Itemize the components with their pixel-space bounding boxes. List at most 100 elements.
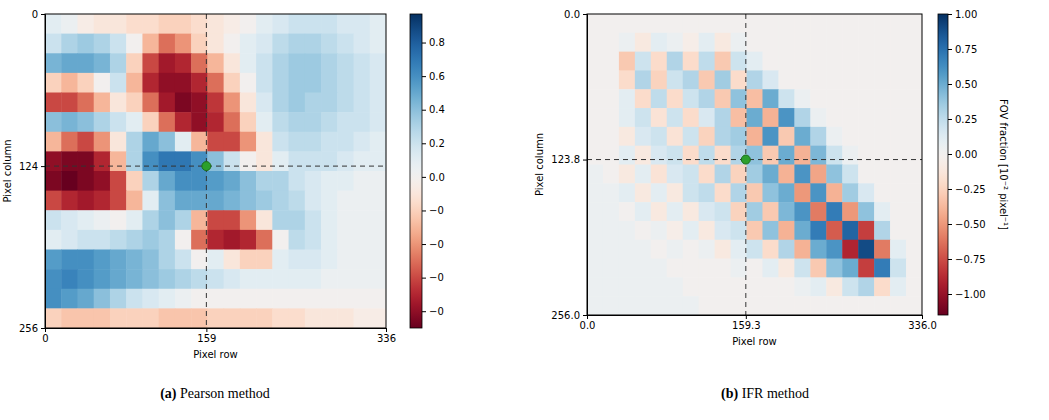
tick-label: 0.8 <box>429 37 445 48</box>
heatmap-cell <box>635 240 651 259</box>
heatmap-cell <box>224 34 241 54</box>
tick-label: 0.0 <box>429 172 445 183</box>
heatmap-cell <box>159 191 176 211</box>
heatmap-cell <box>77 73 94 93</box>
heatmap-cell <box>762 146 778 165</box>
heatmap-cell <box>747 183 763 202</box>
heatmap-cell <box>858 146 874 165</box>
heatmap-cell <box>619 277 635 296</box>
tick: 0.0 <box>580 315 596 331</box>
heatmap-cell <box>126 14 143 34</box>
colorbar-title: FOV fraction [10⁻² pixel⁻¹] <box>998 99 1009 230</box>
heatmap-cell <box>337 14 354 34</box>
x-axis-title: Pixel row <box>193 349 238 360</box>
tick-mark <box>422 143 426 144</box>
heatmap-cell <box>337 112 354 132</box>
heatmap-cell <box>699 14 715 33</box>
heatmap-cell <box>667 277 683 296</box>
heatmap-cell <box>747 202 763 221</box>
axis-line <box>949 15 953 316</box>
heatmap-cell <box>858 33 874 52</box>
heatmap-cell <box>224 289 241 309</box>
heatmap-cell <box>272 14 289 34</box>
heatmap-cell <box>747 108 763 127</box>
heatmap-cell <box>240 191 257 211</box>
heatmap-cell <box>651 240 667 259</box>
heatmap-cell <box>651 221 667 240</box>
heatmap-cell <box>256 171 273 191</box>
heatmap-cell <box>61 93 78 113</box>
heatmap-cell <box>635 202 651 221</box>
heatmap-cell <box>272 93 289 113</box>
heatmap-cell <box>354 151 371 171</box>
heatmap-cell <box>794 89 810 108</box>
heatmap-cell <box>747 259 763 278</box>
heatmap-cell <box>240 308 257 328</box>
heatmap-cell <box>890 259 906 278</box>
heatmap-cell <box>110 151 127 171</box>
heatmap-cell <box>762 165 778 184</box>
heatmap-cell <box>289 14 306 34</box>
tick-label: 0.6 <box>429 71 445 82</box>
heatmap-cell <box>683 296 699 315</box>
heatmap-cell <box>667 14 683 33</box>
tick: 0.2 <box>422 138 445 149</box>
heatmap-cell <box>731 277 747 296</box>
heatmap-cell <box>256 34 273 54</box>
heatmap-cell <box>94 112 111 132</box>
heatmap-cell <box>256 289 273 309</box>
heatmap-cell <box>337 93 354 113</box>
heatmap-cell <box>619 202 635 221</box>
heatmap-cell <box>240 269 257 289</box>
heatmap-cell <box>272 112 289 132</box>
heatmap-cell <box>906 296 922 315</box>
heatmap-cell <box>587 277 603 296</box>
tick-label: 159.3 <box>732 320 761 331</box>
heatmap-cell <box>603 221 619 240</box>
caption-letter: (b) <box>721 386 738 402</box>
heatmap-cell <box>354 210 371 230</box>
heatmap-cell <box>826 296 842 315</box>
heatmap-cell <box>207 191 224 211</box>
heatmap-cell <box>175 171 192 191</box>
heatmap-cell <box>110 210 127 230</box>
tick-label: 0.2 <box>429 138 445 149</box>
tick-mark <box>41 166 45 167</box>
heatmap-cell <box>110 171 127 191</box>
heatmap-cell <box>619 240 635 259</box>
heatmap-cell <box>890 221 906 240</box>
heatmap-cell <box>747 296 763 315</box>
heatmap-cell <box>906 33 922 52</box>
tick-label: 1.00 <box>955 9 977 20</box>
heatmap-cell <box>762 89 778 108</box>
heatmap-cell <box>747 89 763 108</box>
heatmap-cell <box>826 33 842 52</box>
heatmap-cell <box>826 14 842 33</box>
heatmap-cell <box>321 289 338 309</box>
heatmap-cell <box>826 183 842 202</box>
heatmap-cell <box>256 112 273 132</box>
center-marker <box>741 155 750 164</box>
heatmap-cell <box>321 132 338 152</box>
heatmap-cell <box>224 230 241 250</box>
heatmap-cell <box>826 89 842 108</box>
heatmap-cell <box>126 132 143 152</box>
heatmap-cell <box>45 132 62 152</box>
tick: 0.8 <box>422 37 445 48</box>
heatmap-cell <box>603 202 619 221</box>
heatmap-cell <box>715 127 731 146</box>
heatmap-cell <box>207 250 224 270</box>
heatmap-cell <box>619 89 635 108</box>
heatmap-cell <box>731 221 747 240</box>
heatmap-cell <box>337 151 354 171</box>
heatmap-cell <box>289 191 306 211</box>
heatmap-cell <box>61 269 78 289</box>
tick: 0.0 <box>422 172 445 183</box>
heatmap-cell <box>142 93 159 113</box>
heatmap-cell <box>603 70 619 89</box>
heatmap-cell <box>603 259 619 278</box>
heatmap-cell <box>224 171 241 191</box>
heatmap-cell <box>175 93 192 113</box>
heatmap-cell <box>762 33 778 52</box>
heatmap-cell <box>651 52 667 71</box>
